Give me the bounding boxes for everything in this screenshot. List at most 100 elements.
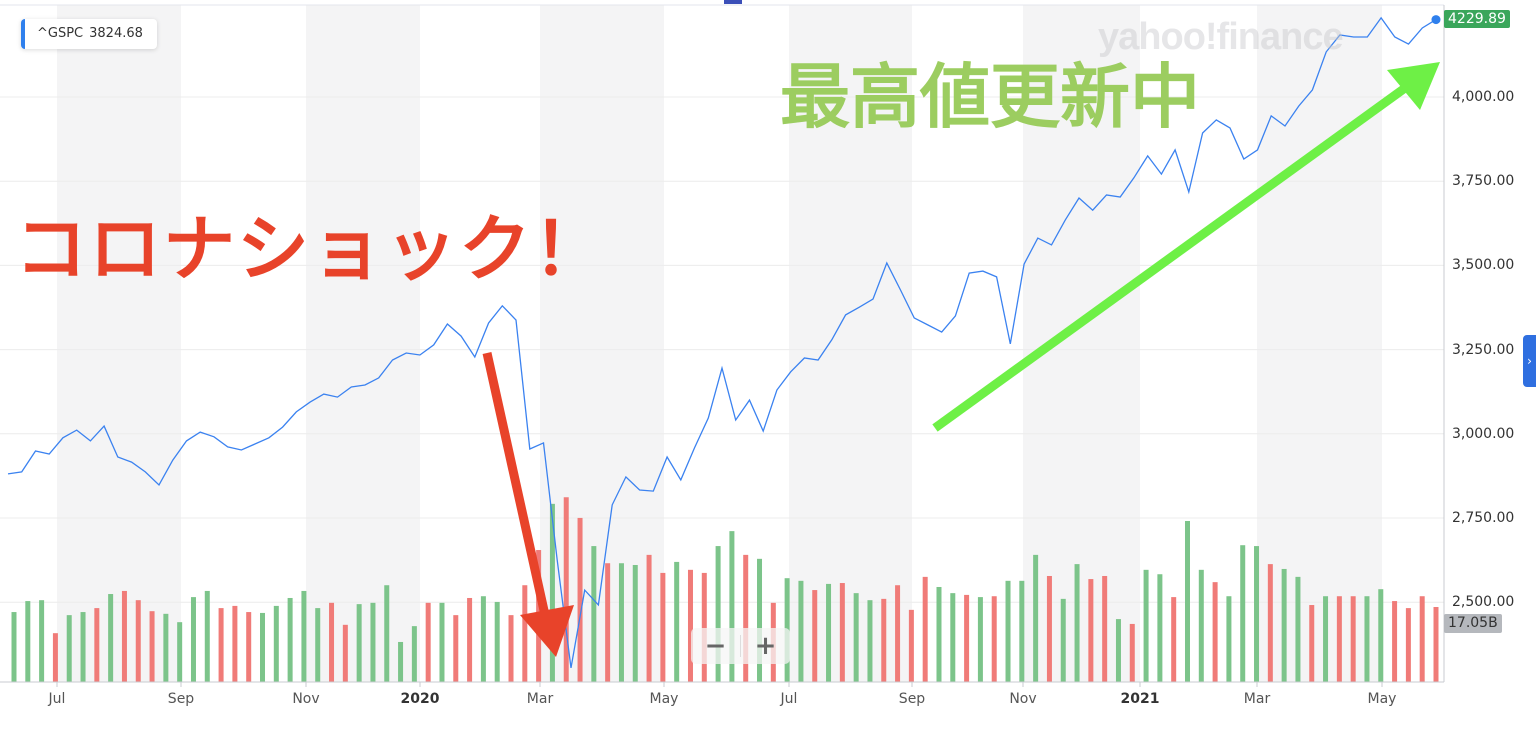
- volume-bar: [1212, 582, 1218, 682]
- volume-bar: [287, 597, 293, 682]
- last-volume-tag: 17.05B: [1444, 614, 1502, 633]
- volume-bar: [66, 615, 72, 682]
- x-tick-label: Nov: [292, 691, 320, 707]
- symbol-name: ^GSPC: [37, 26, 84, 41]
- volume-bar: [1392, 601, 1398, 682]
- volume-bar: [508, 615, 514, 682]
- volume-bar: [1102, 575, 1108, 682]
- volume-bar: [1019, 580, 1025, 682]
- volume-bar: [453, 615, 459, 682]
- volume-bar: [246, 612, 252, 682]
- volume-bar: [1254, 546, 1260, 682]
- x-tick-label: May: [1367, 691, 1397, 707]
- volume-bar: [439, 602, 445, 682]
- volume-bar: [1405, 608, 1411, 682]
- volume-bar: [1171, 597, 1177, 682]
- symbol-legend[interactable]: ^GSPC 3824.68: [21, 19, 157, 49]
- y-tick-label: 3,500.00: [1452, 257, 1515, 274]
- volume-bar: [315, 608, 321, 682]
- volume-bar: [163, 613, 169, 682]
- volume-bar: [977, 597, 983, 682]
- volume-bar: [11, 612, 17, 682]
- volume-bar: [1336, 596, 1342, 682]
- volume-bar: [1129, 623, 1135, 682]
- volume-bar: [867, 600, 873, 682]
- volume-bar: [1226, 596, 1232, 682]
- volume-bar: [660, 572, 666, 682]
- top-handle[interactable]: [724, 0, 742, 4]
- volume-bar: [1157, 574, 1163, 682]
- volume-bar: [1295, 576, 1301, 682]
- volume-bar: [646, 554, 652, 682]
- price-line: [7, 16, 1437, 669]
- volume-bar: [895, 585, 901, 682]
- volume-bar: [1240, 545, 1246, 682]
- volume-bar: [384, 585, 390, 682]
- volume-bar: [190, 597, 196, 682]
- volume-bar: [1088, 579, 1094, 682]
- volume-bar: [273, 605, 279, 682]
- volume-bar: [812, 590, 818, 682]
- x-tick-label: Jul: [48, 691, 66, 707]
- x-tick-label: Sep: [167, 691, 195, 707]
- symbol-value: 3824.68: [89, 26, 143, 41]
- green-arrow-shaft: [932, 84, 1408, 432]
- record-high-annotation: 最高値更新中: [780, 56, 1200, 138]
- zoom-out-button[interactable]: −: [704, 631, 727, 661]
- zoom-divider: [740, 635, 741, 657]
- volume-bar: [260, 612, 266, 682]
- volume-bar: [149, 611, 155, 682]
- volume-bar: [135, 600, 141, 682]
- volume-bar: [301, 590, 307, 682]
- volume-bar: [798, 580, 804, 682]
- volume-bar: [605, 563, 611, 682]
- volume-bar: [674, 561, 680, 682]
- month-band: [306, 5, 420, 682]
- volume-bar: [425, 602, 431, 682]
- volume-bar: [80, 612, 86, 682]
- red-arrow-shaft: [482, 352, 550, 616]
- red-arrow-head: [520, 605, 574, 657]
- volume-bar: [826, 583, 832, 682]
- volume-bar: [1267, 564, 1273, 682]
- green-arrow-head: [1387, 62, 1440, 110]
- zoom-in-button[interactable]: +: [754, 631, 777, 661]
- x-tick-label: Mar: [526, 691, 554, 707]
- volume-bar: [94, 608, 100, 682]
- volume-bar: [25, 601, 31, 682]
- volume-bar: [1378, 589, 1384, 682]
- volume-bar: [177, 622, 183, 682]
- month-band: [789, 5, 912, 682]
- x-tick-label: Mar: [1243, 691, 1271, 707]
- x-tick-label: 2020: [400, 691, 440, 707]
- volume-bar: [743, 554, 749, 682]
- volume-bar: [922, 576, 928, 682]
- x-tick-label: Jul: [780, 691, 798, 707]
- volume-bar: [1074, 564, 1080, 682]
- volume-bar: [398, 641, 404, 682]
- y-tick-label: 2,750.00: [1452, 510, 1515, 526]
- y-tick-label: 3,250.00: [1452, 341, 1515, 358]
- zoom-controls: − +: [691, 628, 790, 664]
- volume-bar: [522, 585, 528, 682]
- y-tick-label: 3,000.00: [1452, 425, 1515, 442]
- volume-bar: [715, 546, 721, 682]
- volume-bar: [1309, 605, 1315, 682]
- volume-bar: [1143, 569, 1149, 682]
- volume-bar: [1046, 575, 1052, 682]
- expand-panel-button[interactable]: ›: [1523, 335, 1536, 387]
- volume-bar: [232, 605, 238, 682]
- y-tick-label: 3,750.00: [1452, 173, 1515, 190]
- volume-bar: [549, 503, 555, 682]
- volume-bar: [218, 608, 224, 682]
- volume-bar: [839, 583, 845, 682]
- volume-bar: [1115, 619, 1121, 682]
- volume-bar: [1060, 598, 1066, 682]
- volume-bar: [39, 600, 45, 682]
- volume-bar: [1433, 607, 1439, 682]
- last-price-tag: 4229.89: [1444, 10, 1510, 28]
- x-tick-label: May: [649, 691, 679, 707]
- month-band: [1023, 5, 1140, 682]
- volume-bar: [1350, 596, 1356, 682]
